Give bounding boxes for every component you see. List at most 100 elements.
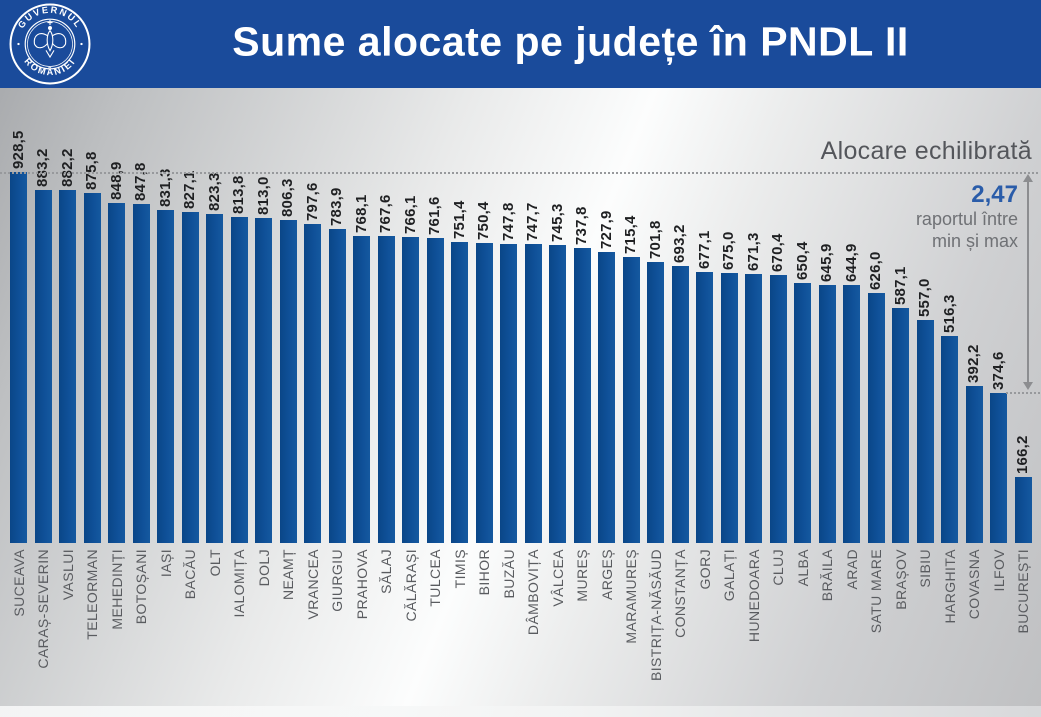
bar-category-label: BUCUREȘTI [1015, 549, 1031, 634]
bar-category-label: MUREȘ [574, 549, 590, 602]
bottom-highlight-strip [0, 706, 1041, 717]
bar [132, 204, 150, 543]
bar-value-label: 823,3 [205, 172, 223, 211]
bar-category-label: MEHEDINȚI [108, 549, 125, 630]
bar [622, 257, 640, 543]
bar-category-label: GIURGIU [329, 549, 345, 612]
ratio-arrow-line [1027, 182, 1029, 382]
bar-category-label: TIMIȘ [451, 549, 468, 589]
bar-value-label: 645,9 [818, 243, 835, 282]
bar-value-label: 671,3 [744, 232, 762, 271]
bar [304, 224, 321, 543]
bar-category-label: BACĂU [182, 549, 198, 600]
bar-value-label: 650,4 [793, 241, 811, 280]
bar-category-label: BOTOȘANI [133, 549, 149, 625]
min-dotted-line [1006, 392, 1040, 394]
max-dotted-line [0, 172, 1038, 174]
bar [377, 236, 395, 543]
bar-value-label: 847,8 [132, 162, 149, 201]
bar [353, 236, 370, 543]
bar-value-label: 882,2 [58, 148, 76, 187]
bar-category-label: CONSTANȚA [672, 549, 688, 638]
bar [1014, 477, 1032, 543]
bar [573, 248, 591, 543]
bar-category-label: DOLJ [255, 549, 272, 587]
bar [818, 285, 836, 543]
ratio-caption-line-2: min și max [931, 231, 1018, 251]
page-title: Sume alocate pe județe în PNDL II [232, 18, 909, 65]
bar [965, 386, 983, 543]
ratio-caption: raportul între min și max [916, 208, 1018, 252]
bar-category-label: BUZĂU [500, 549, 517, 599]
bar [990, 393, 1007, 543]
ratio-caption-line-1: raportul între [915, 209, 1018, 229]
bar [475, 243, 493, 543]
bar [328, 229, 346, 543]
bar-category-label: BRĂILA [819, 549, 835, 602]
bar-category-label: ALBA [794, 549, 811, 587]
bar-value-label: 766,1 [401, 195, 419, 234]
bar-value-label: 392,2 [965, 344, 982, 383]
bar [255, 218, 272, 543]
bar-value-label: 166,2 [1014, 435, 1031, 474]
eagle-icon [33, 19, 67, 59]
bar [451, 242, 468, 543]
ratio-value: 2,47 [971, 181, 1018, 208]
bar [916, 320, 934, 543]
bar-category-label: ARAD [843, 549, 860, 590]
bar-category-label: PRAHOVA [353, 549, 370, 620]
bar-category-label: BIHOR [476, 549, 492, 596]
bar-value-label: 767,6 [377, 194, 394, 233]
bar-category-label: NEAMȚ [280, 549, 296, 600]
bar [402, 237, 419, 543]
bar-value-label: 831,3 [156, 168, 174, 207]
bar-value-label: 677,1 [695, 230, 713, 269]
bar-value-label: 737,8 [573, 206, 590, 245]
bar-category-label: VRANCEA [304, 549, 321, 620]
bar-value-label: 747,7 [524, 202, 541, 241]
bar-value-label: 797,6 [303, 182, 321, 221]
bar-category-label: GALAȚI [721, 549, 737, 602]
bar-value-label: 768,1 [352, 194, 370, 233]
bar-value-label: 747,8 [499, 202, 517, 241]
bar-category-label: CĂLĂRAȘI [402, 549, 419, 622]
bar [500, 244, 517, 543]
bar [867, 293, 885, 543]
bar [769, 275, 787, 543]
bar [745, 274, 762, 543]
header-bar: GUVERNUL ROMÂNIEI Sume alocate pe județe… [0, 0, 1041, 88]
bar [598, 252, 615, 543]
bar-value-label: 813,0 [254, 176, 272, 215]
bar-category-label: IAȘI [157, 549, 174, 578]
bar-category-label: OLT [206, 549, 223, 577]
bar [524, 244, 542, 543]
bar-category-label: HARGHITA [941, 549, 958, 624]
bar [892, 308, 909, 543]
bar-category-label: SUCEAVA [10, 549, 27, 617]
bar-value-label: 670,4 [769, 233, 786, 272]
bar [34, 190, 52, 543]
bar-value-label: 827,1 [181, 170, 198, 209]
bar-value-label: 516,3 [940, 294, 958, 333]
bar-value-label: 626,0 [867, 251, 884, 290]
bar-category-label: CARAȘ-SEVERIN [35, 549, 51, 669]
bar-value-label: 374,6 [989, 351, 1007, 390]
bar-category-label: SIBIU [917, 549, 933, 588]
bar-value-label: 715,4 [622, 215, 639, 254]
bar-value-label: 751,4 [450, 200, 468, 239]
bar-value-label: 693,2 [671, 224, 688, 263]
bar-category-label: BISTRIȚA-NĂSĂUD [647, 549, 664, 682]
bar [941, 336, 958, 543]
bar-value-label: 848,9 [107, 161, 125, 200]
bar-category-label: VASLUI [59, 549, 76, 601]
arrow-up-icon [1023, 174, 1033, 182]
bar [671, 266, 689, 543]
bar-category-label: VÂLCEA [549, 549, 566, 607]
bar-value-label: 761,6 [426, 196, 443, 235]
bar [206, 214, 223, 543]
government-seal-icon: GUVERNUL ROMÂNIEI [9, 3, 91, 85]
arrow-down-icon [1023, 382, 1033, 390]
bar-value-label: 557,0 [916, 278, 933, 317]
